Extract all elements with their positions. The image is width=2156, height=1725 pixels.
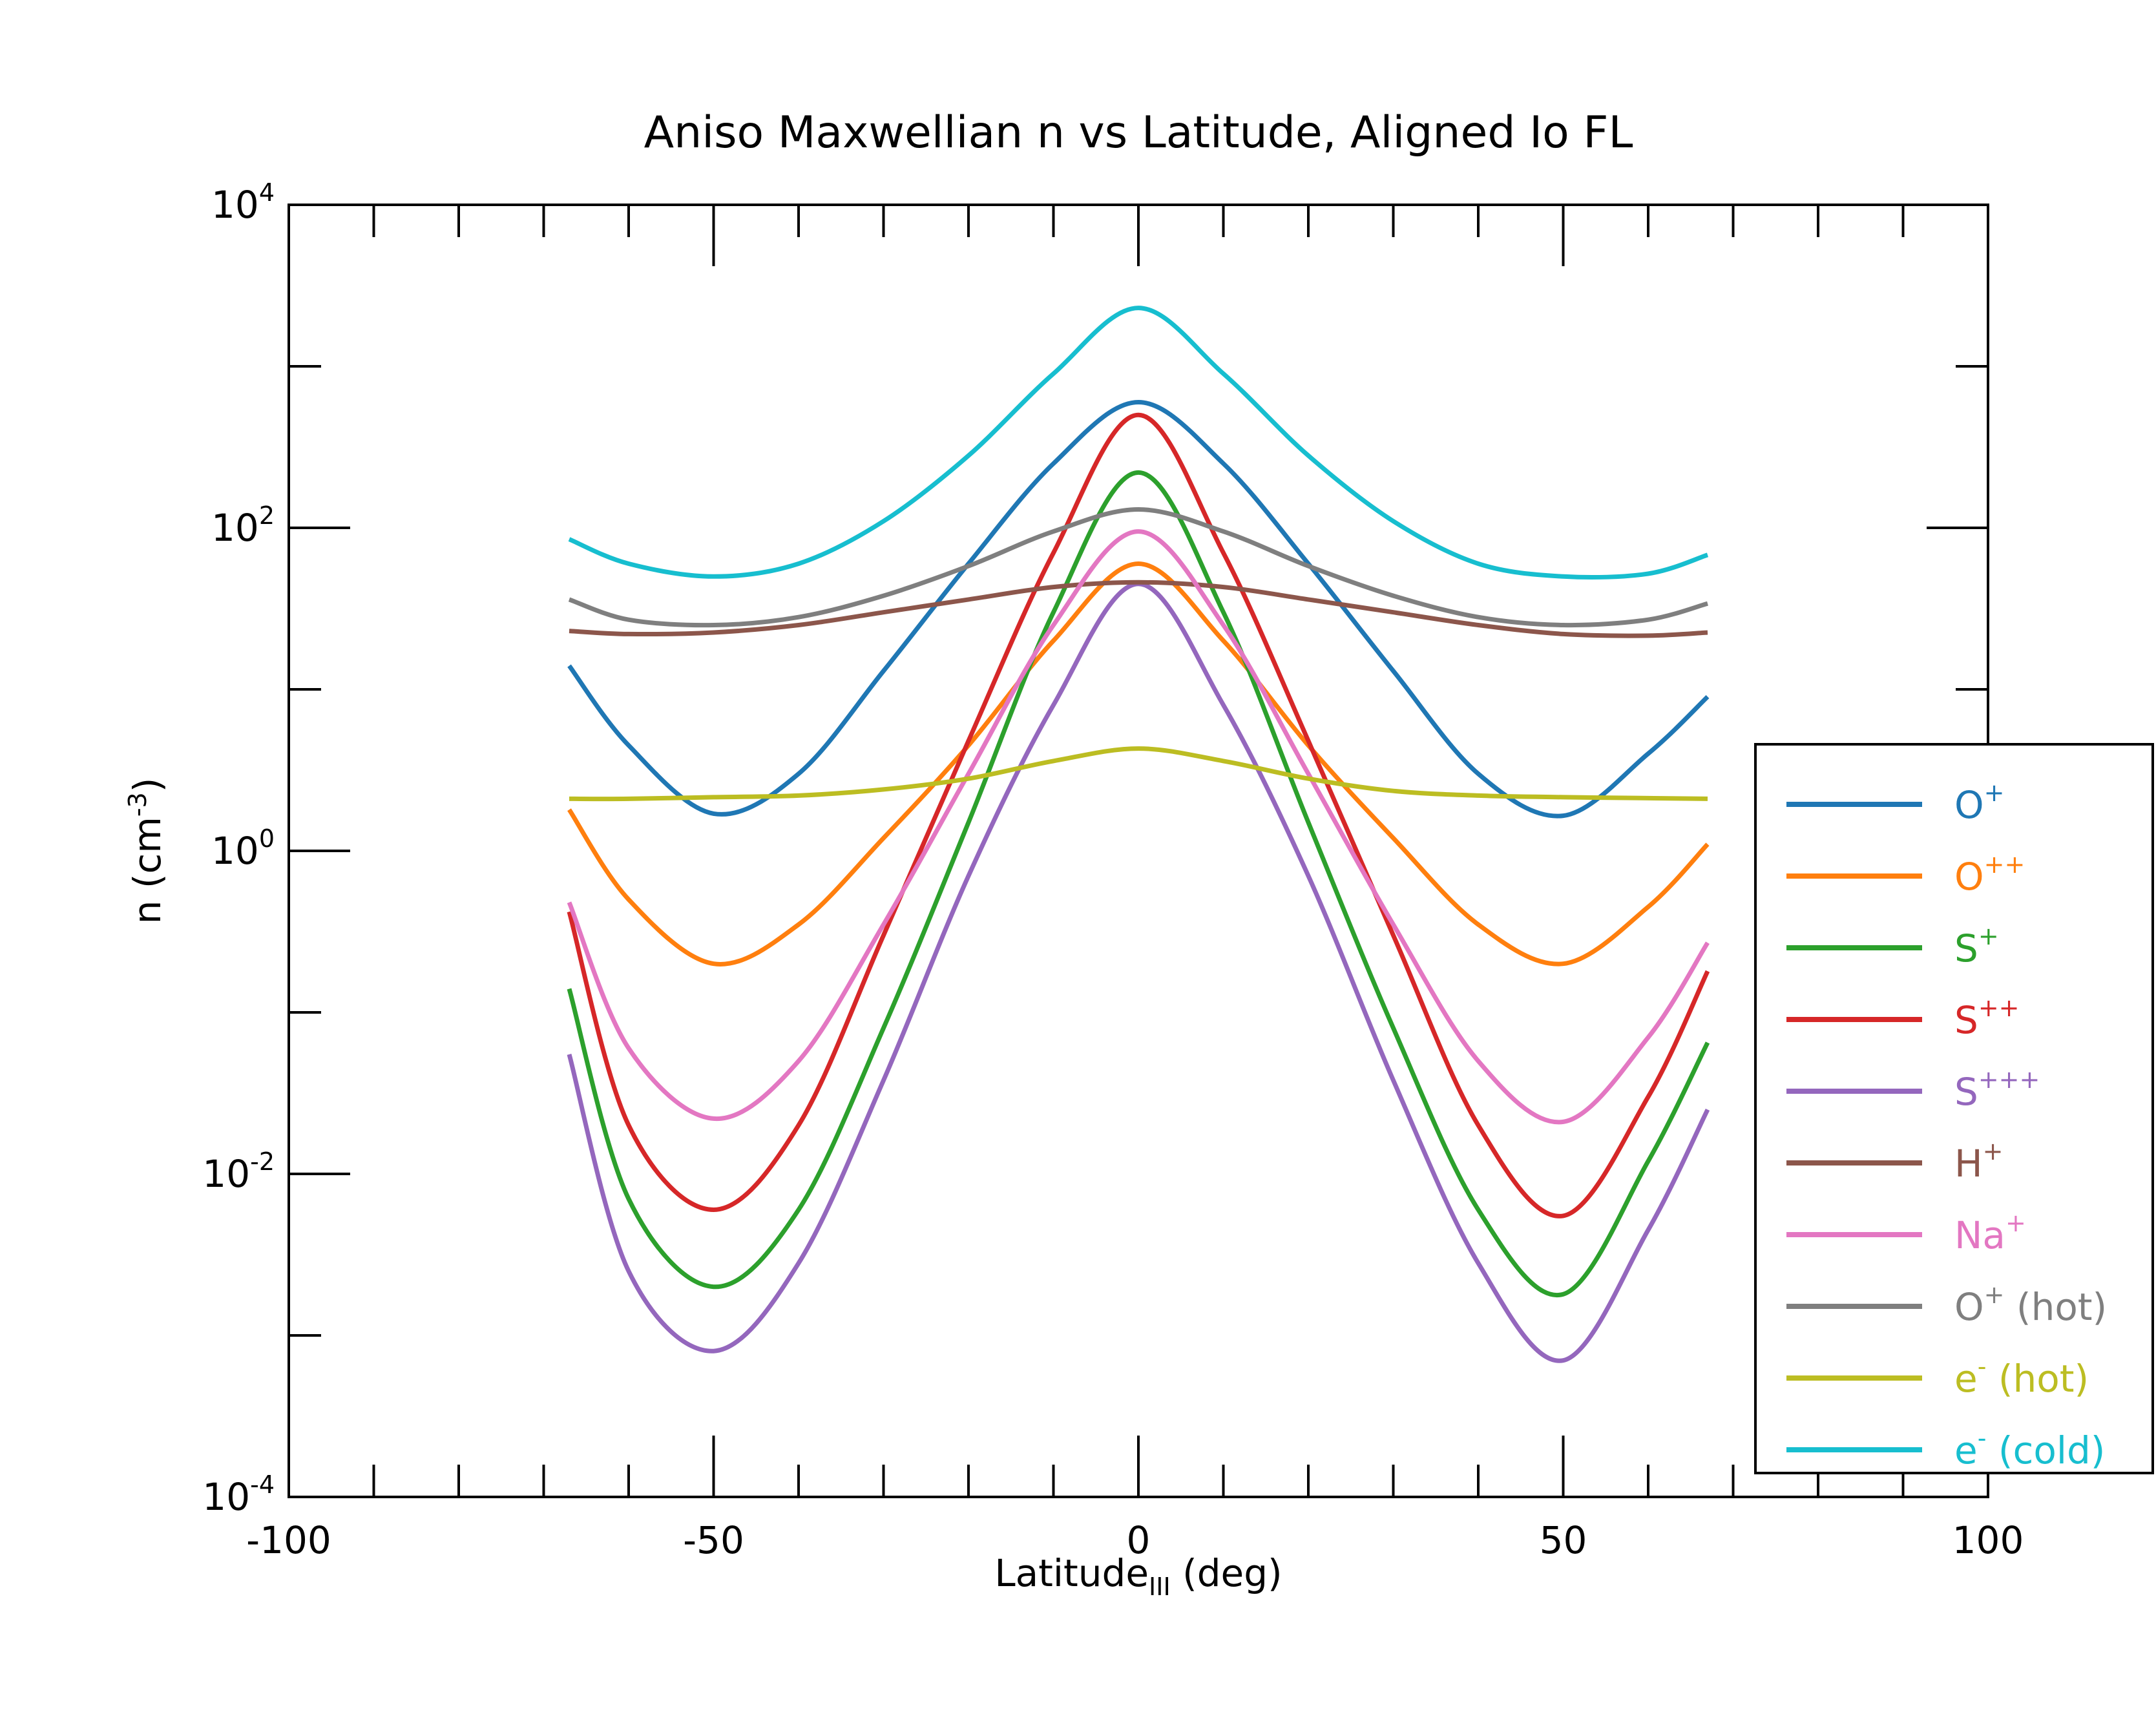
x-axis-label-sub: III [1149,1573,1171,1601]
series-line [569,746,1708,802]
y-tick-label-base: 10 [202,1475,250,1519]
y-tick-label: 100 [211,824,275,873]
legend-label: S+++ [1954,1065,2040,1114]
x-tick-label: 0 [1127,1518,1151,1562]
legend-label-charge: ++ [1984,850,2025,879]
legend-label: Na+ [1954,1209,2026,1257]
series-line [567,561,1710,967]
x-tick-label: -100 [246,1518,331,1562]
legend-label: S++ [1954,994,2020,1042]
y-axis-label-sup: -3 [123,792,152,817]
x-tick-label: 100 [1952,1518,2024,1562]
y-axis-label-main: n (cm [125,817,169,924]
legend-label: e- (cold) [1954,1424,2105,1472]
legend-label: O+ (hot) [1954,1281,2107,1329]
series-line [567,529,1710,1125]
series-line [567,412,1710,1218]
legend-label-charge: + [1984,1281,2005,1309]
x-axis-label-tail: (deg) [1171,1551,1282,1595]
y-axis-label-tail: ) [125,778,169,793]
y-tick-label-base: 10 [211,829,259,873]
x-tick-label: -50 [683,1518,744,1562]
legend-label-suffix: (cold) [1986,1428,2105,1472]
series-line [568,507,1708,628]
legend-label: S+ [1954,922,1999,970]
legend: O+O++S+S++S+++H+Na+O+ (hot)e- (hot)e- (c… [1754,743,2154,1474]
legend-label: H+ [1954,1137,2003,1186]
legend-label-name: e [1954,1428,1978,1472]
y-tick-label-base: 10 [202,1152,250,1196]
legend-label: O+ [1954,779,2005,827]
y-tick-label-exponent: 4 [259,178,275,207]
y-tick-label-exponent: -4 [250,1470,275,1499]
legend-label-name: Na [1954,1213,2005,1257]
legend-label-suffix: (hot) [1986,1357,2089,1401]
y-tick-label: 104 [211,178,275,227]
y-tick-label-exponent: 0 [259,824,275,853]
legend-label-charge: ++ [1978,994,2020,1022]
legend-label-name: O [1954,783,1984,827]
x-axis-label-main: Latitude [994,1551,1149,1595]
legend-label-name: S [1954,926,1978,970]
legend-label: O++ [1954,850,2025,899]
legend-label: e- (hot) [1954,1352,2089,1401]
legend-label-name: S [1954,998,1978,1042]
legend-label-charge: + [2005,1209,2026,1237]
y-tick-label-exponent: 2 [259,501,275,530]
y-axis-label: n (cm-3) [123,778,169,925]
chart-title: Aniso Maxwellian n vs Latitude, Aligned … [644,107,1633,158]
legend-label-charge: - [1978,1352,1987,1381]
legend-label-name: H [1954,1142,1983,1186]
legend-label-name: O [1954,1285,1984,1329]
series-line [568,306,1709,580]
series-line [569,580,1708,638]
legend-label-charge: +++ [1978,1065,2040,1094]
legend-label-charge: + [1984,779,2005,807]
y-tick-label: 10-4 [202,1470,275,1519]
legend-box [1754,743,2154,1474]
y-tick-label: 10-2 [202,1147,275,1196]
y-tick-label-base: 10 [211,506,259,550]
legend-label-name: e [1954,1357,1978,1401]
x-tick-labels: -100 -50 0 50 100 [246,1518,2024,1562]
x-tick-label: 50 [1540,1518,1587,1562]
y-tick-label: 102 [211,501,275,550]
legend-label-charge: - [1978,1424,1987,1452]
x-axis-label: LatitudeIII (deg) [994,1551,1282,1601]
legend-label-charge: + [1978,922,1999,950]
legend-label-name: S [1954,1070,1978,1114]
series-lines [567,306,1710,1363]
legend-label-suffix: (hot) [2005,1285,2108,1329]
y-tick-label-exponent: -2 [250,1147,275,1176]
series-line [567,470,1710,1298]
legend-label-charge: + [1983,1137,2004,1166]
y-tick-label-base: 10 [211,183,259,227]
series-line [567,400,1710,819]
legend-label-name: O [1954,855,1984,899]
